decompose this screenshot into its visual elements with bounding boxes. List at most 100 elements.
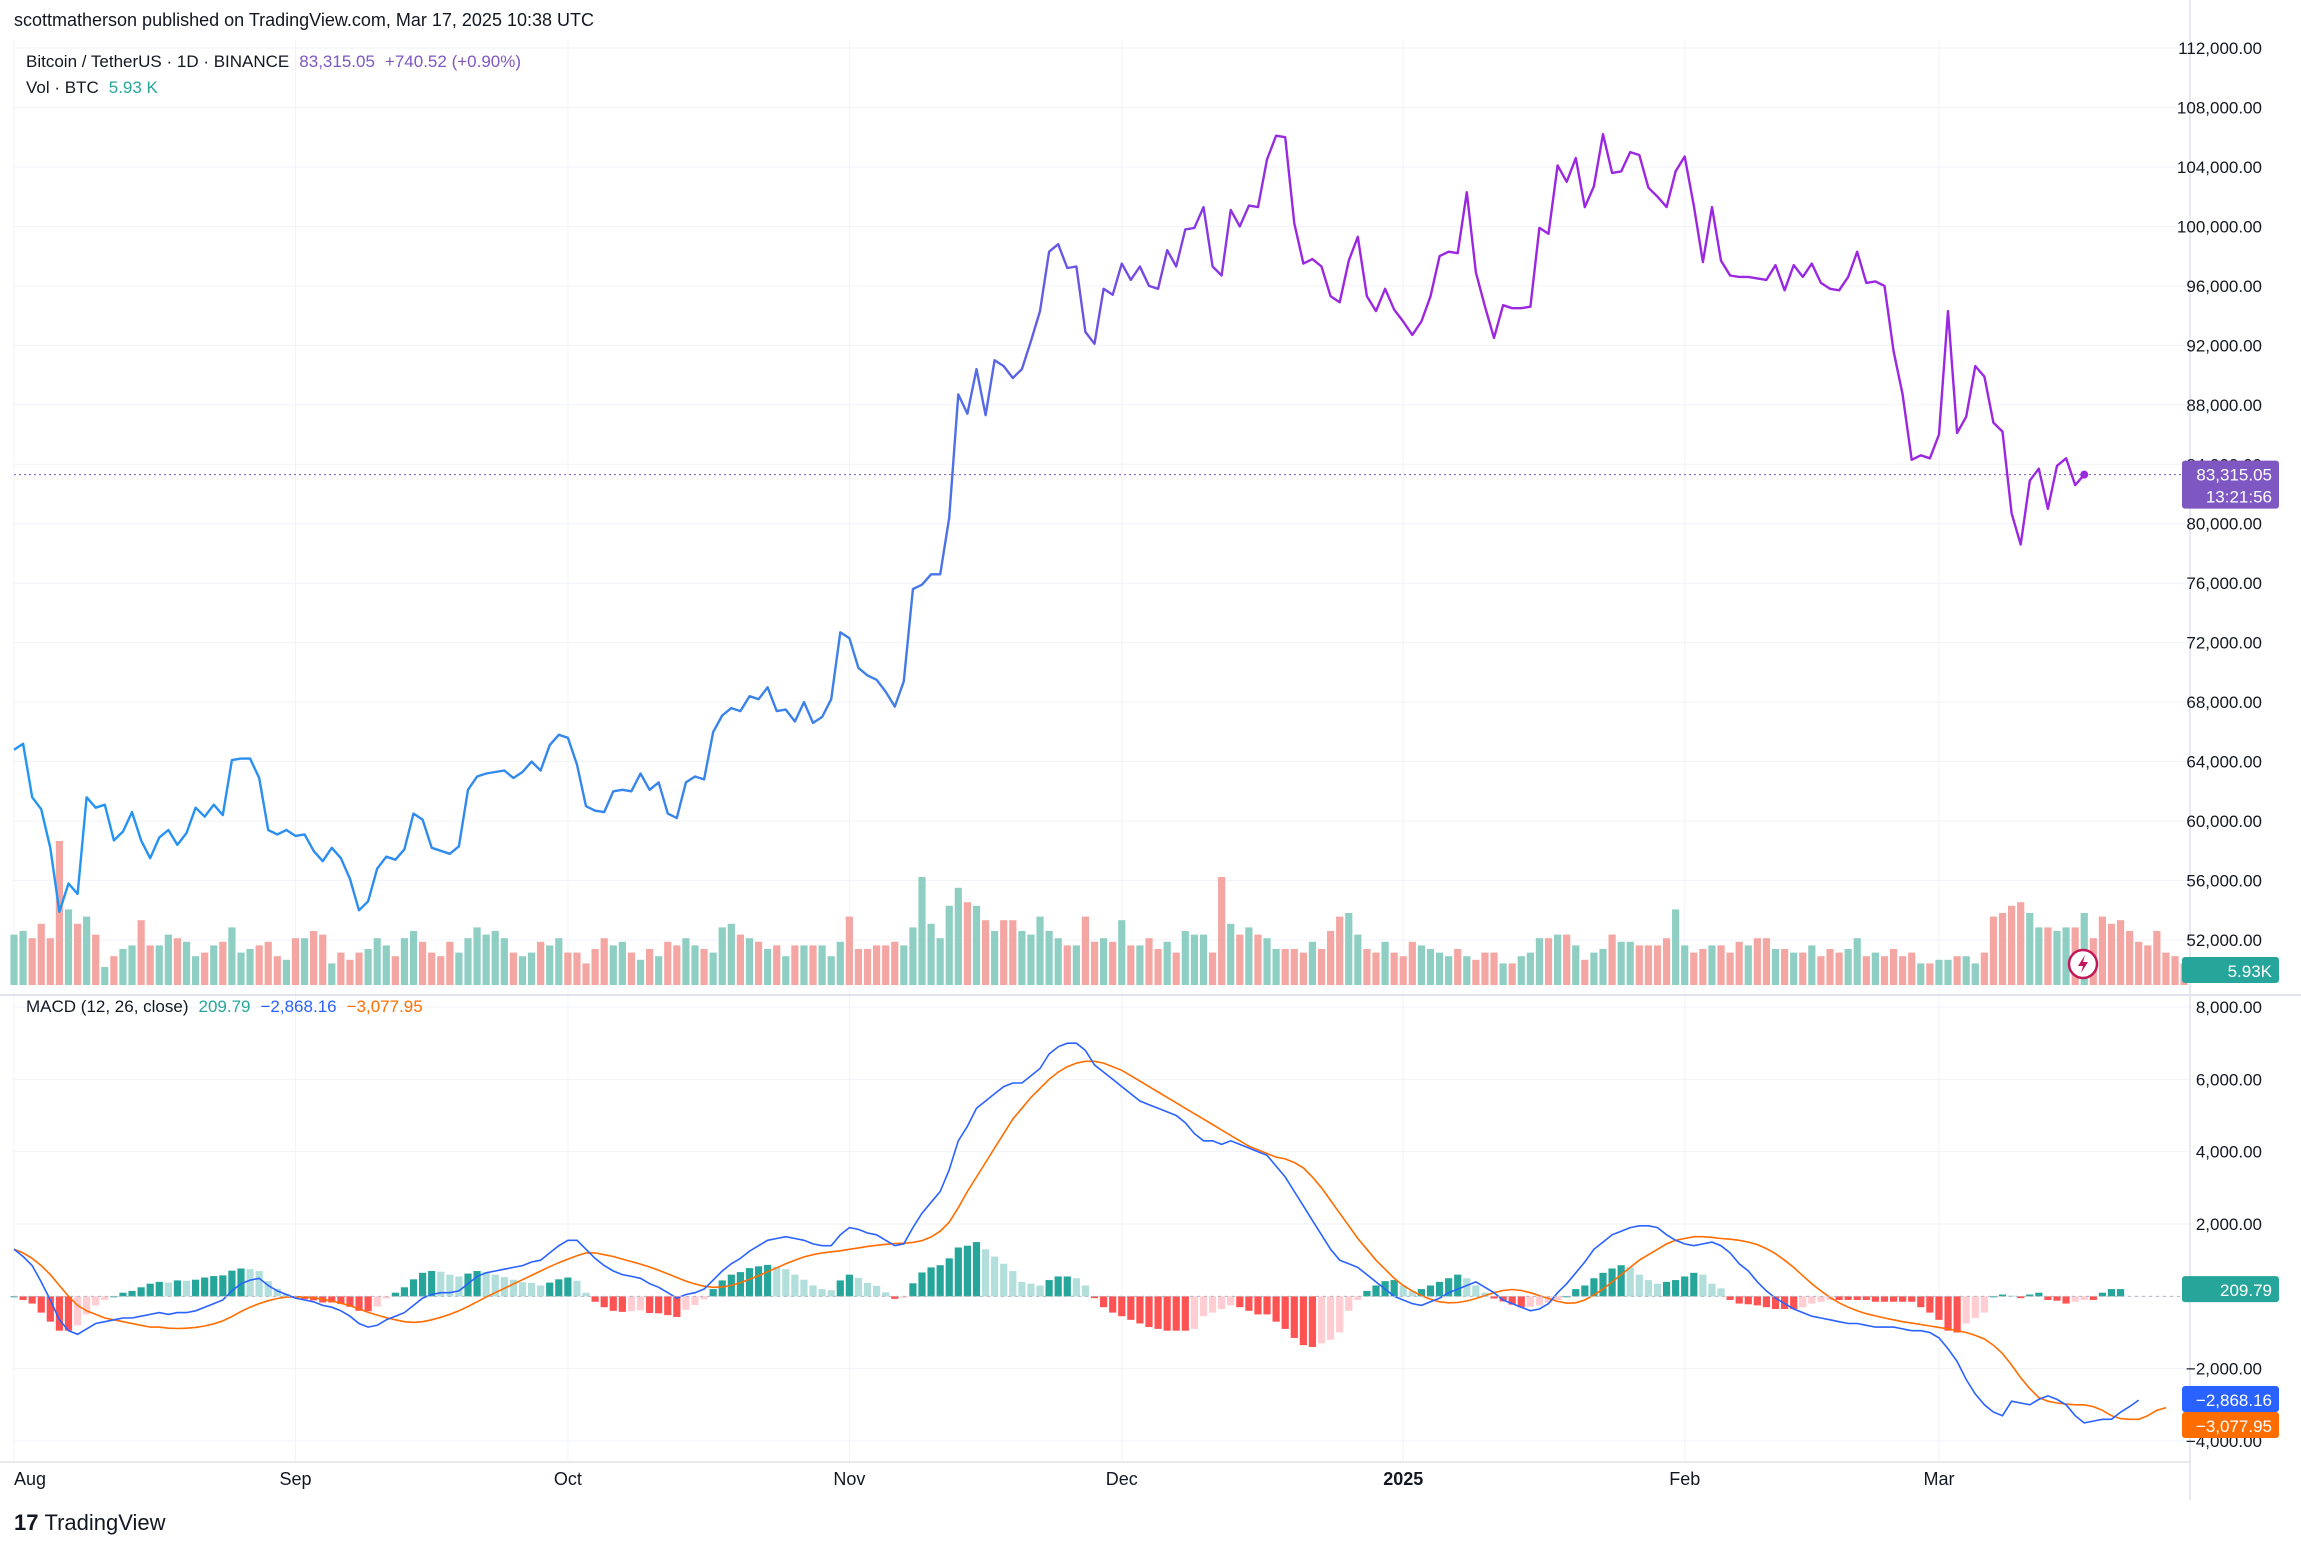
realtime-icon[interactable]: [2067, 948, 2099, 980]
volume-bar: [1989, 916, 1998, 985]
volume-bar: [1154, 949, 1162, 985]
macd-histogram-bar: [1481, 1292, 1489, 1297]
macd-histogram-bar: [1554, 1296, 1562, 1300]
macd-histogram-bar: [1109, 1296, 1117, 1313]
volume-bar: [1753, 938, 1761, 985]
volume-bar: [83, 916, 91, 985]
macd-histogram-bar: [1926, 1296, 1934, 1313]
volume-bar: [1880, 956, 1889, 985]
macd-histogram-bar: [873, 1285, 881, 1297]
volume-bar: [764, 949, 772, 985]
volume-bar: [319, 934, 327, 985]
symbol-legend[interactable]: Bitcoin / TetherUS · 1D · BINANCE 83,315.…: [26, 52, 531, 72]
macd-histogram-bar: [1617, 1265, 1625, 1297]
macd-histogram-bar: [1672, 1280, 1680, 1297]
volume-bar: [228, 927, 236, 985]
volume-bar: [555, 938, 563, 985]
volume-bar: [1363, 949, 1371, 985]
volume-bar: [618, 941, 626, 985]
volume-bar: [1517, 956, 1525, 985]
macd-histogram-bar: [700, 1296, 708, 1300]
macd-histogram-bar: [627, 1296, 636, 1312]
last-price: 83,315.05: [299, 52, 375, 71]
macd-histogram-bar: [682, 1296, 690, 1310]
volume-bar: [2098, 916, 2106, 985]
macd-histogram-bar: [1463, 1278, 1471, 1297]
price-axis-label: 68,000.00: [2186, 693, 2262, 712]
macd-histogram-bar: [192, 1279, 200, 1297]
volume-bar: [1535, 938, 1544, 985]
volume-bar: [1100, 938, 1108, 985]
macd-histogram-bar: [518, 1282, 527, 1297]
grid-lines: [13, 40, 2190, 1462]
volume-bar: [573, 952, 581, 985]
macd-histogram-bar: [2017, 1296, 2025, 1299]
macd-axis-label: 2,000.00: [2196, 1215, 2262, 1234]
macd-axis-label: 4,000.00: [2196, 1143, 2262, 1162]
volume-bar: [446, 941, 454, 985]
volume-bar: [1245, 927, 1253, 985]
macd-histogram-bar: [1971, 1296, 1979, 1319]
volume-bar: [954, 887, 962, 985]
volume-bar: [300, 938, 309, 985]
macd-histogram-bar: [1590, 1278, 1598, 1297]
macd-histogram-bar: [1771, 1296, 1780, 1309]
macd-histogram-bar: [1145, 1296, 1153, 1328]
volume-bar: [364, 949, 372, 985]
macd-histogram-bar: [791, 1274, 799, 1297]
volume-bar: [337, 952, 345, 985]
macd-histogram-bar: [201, 1277, 209, 1297]
time-axis[interactable]: Aug Sep Oct Nov Dec 2025 Feb Mar: [14, 1469, 1954, 1489]
macd-histogram-bar: [845, 1274, 853, 1297]
volume-bar: [527, 952, 536, 985]
macd-histogram-bar: [500, 1277, 508, 1297]
volume-bar: [2035, 927, 2043, 985]
macd-histogram-bar: [991, 1256, 999, 1297]
volume-bar: [1145, 938, 1153, 985]
volume-bar: [2171, 956, 2179, 985]
volume-bar: [1499, 963, 1507, 985]
volume-bar: [328, 963, 336, 985]
price-axis-label: 52,000.00: [2186, 931, 2262, 950]
macd-histogram-bar: [673, 1296, 681, 1317]
macd-histogram-bar: [1790, 1296, 1798, 1309]
macd-histogram-bar: [2026, 1294, 2034, 1297]
macd-histogram-bar: [664, 1296, 672, 1316]
current-price-tag-text: 13:21:56: [2206, 488, 2272, 507]
macd-histogram-bar: [754, 1266, 763, 1297]
macd-legend[interactable]: MACD (12, 26, close) 209.79 −2,868.16 −3,07…: [26, 997, 433, 1017]
price-axis-label: 80,000.00: [2186, 515, 2262, 534]
macd-histogram-bar: [1662, 1281, 1671, 1297]
macd-histogram-bar: [2044, 1296, 2052, 1300]
volume-legend[interactable]: Vol · BTC 5.93 K: [26, 78, 168, 98]
volume-bar: [55, 841, 63, 985]
volume-bar: [972, 905, 981, 985]
volume-bar: [1826, 949, 1834, 985]
volume-bar: [673, 945, 681, 985]
macd-histogram-bar: [1753, 1296, 1761, 1306]
volume-bar: [1980, 952, 1988, 985]
volume-bar: [400, 938, 409, 985]
volume-bar: [1626, 941, 1634, 985]
macd-histogram-bar: [1581, 1285, 1589, 1297]
volume-bar: [291, 938, 300, 985]
macd-histogram-bar: [2116, 1289, 2125, 1297]
volume-bar: [1009, 920, 1017, 985]
macd-histogram-bar: [1045, 1280, 1053, 1297]
volume-bar: [1236, 934, 1244, 985]
volume-bar: [1463, 956, 1471, 985]
volume-bar: [1036, 916, 1044, 985]
volume-bar: [73, 923, 82, 985]
volume-bar: [1208, 952, 1217, 985]
macd-axis[interactable]: 8,000.00 6,000.00 4,000.00 2,000.00 −2,000.0…: [2186, 998, 2262, 1451]
macd-histogram-bar: [1417, 1289, 1425, 1297]
macd-histogram-bar: [1744, 1296, 1752, 1305]
macd-histogram-bar: [2053, 1296, 2061, 1301]
tradingview-brand[interactable]: 17 TradingView: [14, 1510, 166, 1536]
macd-histogram-bar: [636, 1296, 645, 1311]
volume-bar: [963, 902, 971, 985]
macd-histogram-bar: [618, 1296, 626, 1312]
volume-bar: [2044, 927, 2052, 985]
volume-bar: [1354, 934, 1362, 985]
